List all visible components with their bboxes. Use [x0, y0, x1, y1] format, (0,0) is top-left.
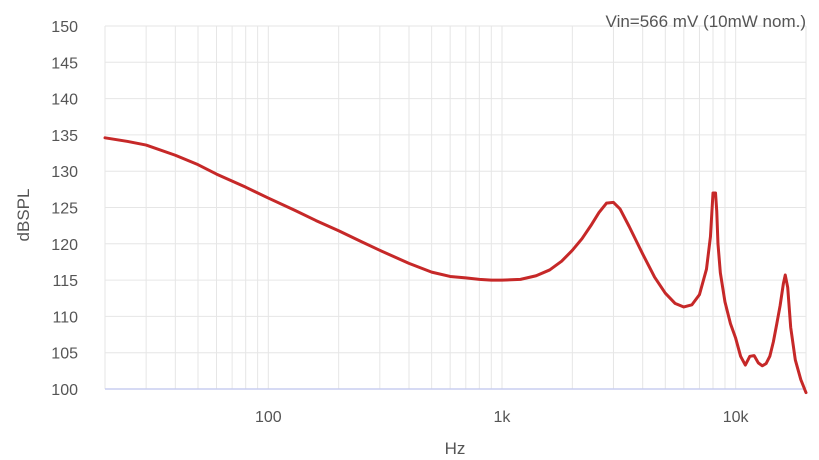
y-tick-label: 145	[51, 55, 78, 72]
horizontal-grid	[105, 25, 806, 354]
x-tick-label: 1k	[494, 409, 512, 426]
y-tick-label: 120	[51, 237, 78, 254]
y-tick-label: 135	[51, 128, 78, 145]
series-line-spl	[103, 136, 808, 395]
y-tick-label: 140	[51, 92, 78, 109]
y-tick-label: 150	[51, 19, 78, 36]
y-tick-label: 130	[51, 164, 78, 181]
y-tick-labels: 100 105 110 115 120 125 130 135 140 145 150	[51, 19, 78, 399]
x-tick-labels: 100 1k 10k	[255, 409, 750, 426]
chart-annotation: Vin=566 mV (10mW nom.)	[606, 12, 806, 31]
x-axis-title: Hz	[445, 439, 466, 458]
y-tick-label: 100	[51, 382, 78, 399]
y-tick-label: 110	[52, 309, 78, 326]
y-tick-label: 125	[51, 201, 78, 218]
x-tick-label: 10k	[723, 409, 750, 426]
y-tick-label: 115	[52, 273, 78, 290]
y-tick-label: 105	[51, 346, 78, 363]
y-axis-title: dBSPL	[14, 189, 33, 242]
x-tick-label: 100	[255, 409, 282, 426]
